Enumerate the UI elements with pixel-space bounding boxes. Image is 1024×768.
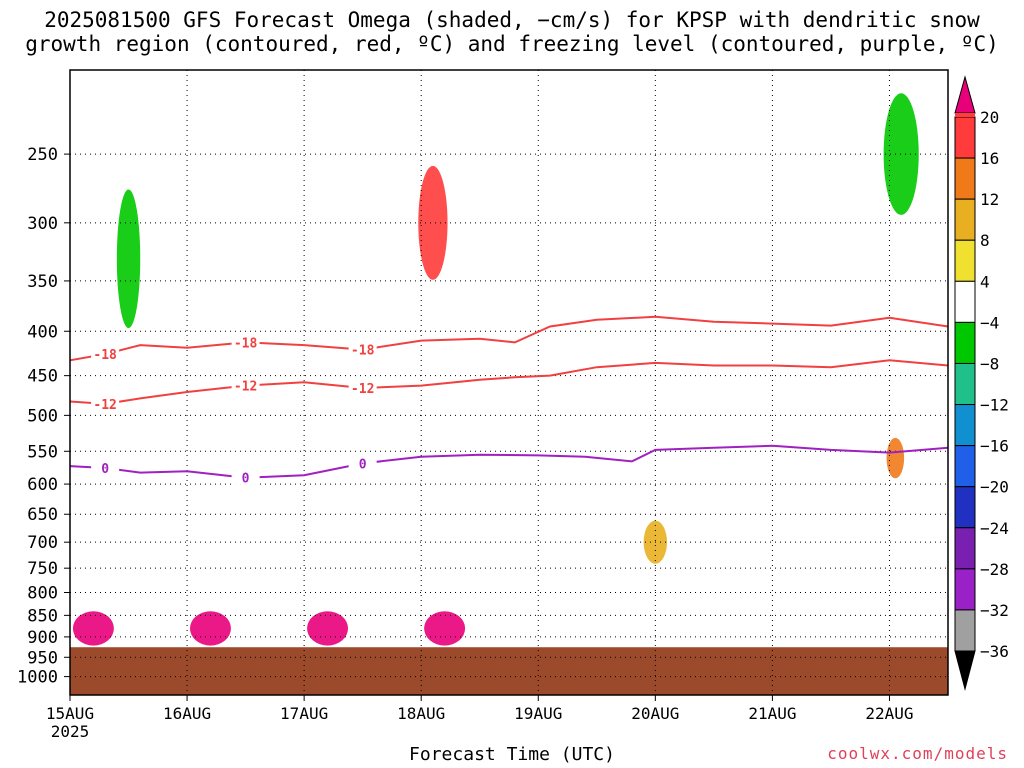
colorbar-box xyxy=(954,321,976,364)
y-tick-label: 450 xyxy=(27,367,58,387)
omega-region xyxy=(886,437,905,479)
x-tick-label: 22AUG xyxy=(865,704,913,723)
contour-line xyxy=(69,359,949,405)
colorbar-box xyxy=(954,527,976,570)
x-tick-label: 17AUG xyxy=(280,704,328,723)
contour-line xyxy=(69,315,949,362)
omega-region xyxy=(418,165,448,280)
contour-label: 0 xyxy=(101,462,109,477)
contour-label: -12 xyxy=(234,380,257,395)
x-tick-label: 16AUG xyxy=(163,704,211,723)
colorbar-label: −12 xyxy=(980,396,1009,415)
colorbar-label: −4 xyxy=(980,313,999,332)
y-tick-label: 400 xyxy=(27,322,58,342)
omega-region xyxy=(72,611,114,646)
omega-region xyxy=(424,611,466,646)
colorbar-label: −20 xyxy=(980,478,1009,497)
omega-region xyxy=(307,611,349,646)
x-tick-label: 21AUG xyxy=(748,704,796,723)
y-tick-label: 250 xyxy=(27,145,58,165)
chart-title-line2: growth region (contoured, red, ºC) and f… xyxy=(25,32,999,56)
colorbar-box xyxy=(954,609,976,652)
contour-label: -18 xyxy=(351,344,375,359)
colorbar-label: −16 xyxy=(980,437,1009,456)
contour-label: 0 xyxy=(359,457,367,472)
contour-label-bg xyxy=(231,376,260,393)
colorbar-min-triangle xyxy=(954,650,976,691)
y-tick-label: 800 xyxy=(27,584,58,604)
y-tick-label: 650 xyxy=(27,505,58,525)
contour-line xyxy=(69,444,949,479)
y-tick-label: 300 xyxy=(27,214,58,234)
plot-frame xyxy=(69,69,949,696)
x-axis-label: Forecast Time (UTC) xyxy=(409,744,615,765)
colorbar-box xyxy=(954,445,976,488)
colorbar-label: 20 xyxy=(980,108,999,127)
colorbar-max-triangle xyxy=(954,75,976,114)
colorbar-label: −28 xyxy=(980,560,1009,579)
colorbar-label: 12 xyxy=(980,190,999,209)
colorbar-label: 8 xyxy=(980,231,990,250)
contour-label: -12 xyxy=(351,382,374,397)
contour-label: 0 xyxy=(242,472,250,487)
y-tick-label: 700 xyxy=(27,533,58,553)
y-tick-label: 850 xyxy=(27,606,58,626)
contour-label-bg xyxy=(91,345,120,362)
plot-area xyxy=(70,70,948,695)
y-tick-label: 550 xyxy=(27,442,58,462)
x-tick-label: 20AUG xyxy=(631,704,679,723)
x-year-label: 2025 xyxy=(51,722,90,741)
contour-label-bg xyxy=(91,459,120,476)
colorbar-box xyxy=(954,198,976,241)
omega-region xyxy=(116,189,141,329)
colorbar-box xyxy=(954,486,976,529)
contour-label-bg xyxy=(348,340,377,357)
x-tick-label: 19AUG xyxy=(514,704,562,723)
y-tick-label: 600 xyxy=(27,475,58,495)
contour-label-bg xyxy=(231,468,260,485)
credit-link[interactable]: coolwx.com/models xyxy=(827,744,1008,763)
omega-region xyxy=(189,611,231,646)
colorbar-box xyxy=(954,568,976,611)
colorbar-box xyxy=(955,113,975,117)
contour-label-bg xyxy=(91,394,120,411)
colorbar-box xyxy=(954,116,976,159)
omega-region xyxy=(883,93,919,215)
colorbar-box xyxy=(954,280,976,323)
contour-label-bg xyxy=(348,379,377,396)
y-tick-label: 350 xyxy=(27,272,58,292)
x-tick-label: 15AUG xyxy=(46,704,94,723)
colorbar-box xyxy=(954,362,976,406)
colorbar-box xyxy=(954,404,976,447)
colorbar-box xyxy=(954,157,976,200)
y-tick-label: 950 xyxy=(27,648,58,668)
colorbar-label: −8 xyxy=(980,354,999,373)
contour-label-bg xyxy=(231,333,260,350)
y-tick-label: 900 xyxy=(27,628,58,648)
colorbar-label: 4 xyxy=(980,272,990,291)
contour-label-bg xyxy=(348,454,377,471)
contour-label: -12 xyxy=(93,398,116,413)
colorbar-box xyxy=(954,239,976,282)
contour-label: -18 xyxy=(234,336,258,351)
colorbar-label: −32 xyxy=(980,601,1009,620)
x-tick-label: 18AUG xyxy=(397,704,445,723)
y-tick-label: 500 xyxy=(27,406,58,426)
colorbar-label: 16 xyxy=(980,149,999,168)
ground-below-surface xyxy=(70,647,948,695)
y-tick-label: 750 xyxy=(27,559,58,579)
chart-title-line1: 2025081500 GFS Forecast Omega (shaded, −… xyxy=(44,8,980,32)
y-tick-label: 1000 xyxy=(17,668,58,688)
colorbar-label: −36 xyxy=(980,642,1009,661)
contour-label: -18 xyxy=(93,348,117,363)
colorbar-label: −24 xyxy=(980,519,1009,538)
